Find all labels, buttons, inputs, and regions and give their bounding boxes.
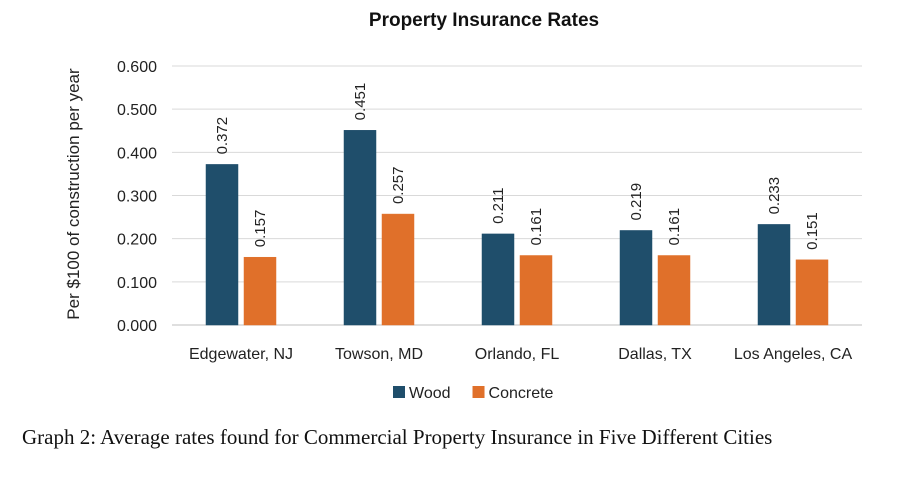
bar-wood bbox=[205, 164, 239, 326]
y-tick-label: 0.100 bbox=[117, 275, 157, 292]
figure-caption: Graph 2: Average rates found for Commerc… bbox=[22, 425, 773, 449]
bar-concrete bbox=[243, 256, 277, 326]
data-label: 0.151 bbox=[804, 212, 821, 250]
y-tick-label: 0.300 bbox=[117, 189, 157, 206]
bar-wood bbox=[619, 230, 653, 326]
legend: Wood Concrete bbox=[393, 385, 554, 402]
data-label: 0.233 bbox=[766, 177, 783, 215]
data-label: 0.211 bbox=[490, 187, 507, 223]
bar-wood bbox=[757, 224, 791, 326]
category-label: Los Angeles, CA bbox=[734, 346, 853, 363]
category-label: Orlando, FL bbox=[475, 346, 560, 363]
legend-swatch-wood bbox=[393, 386, 405, 398]
y-tick-label: 0.500 bbox=[117, 102, 157, 119]
y-tick-label: 0.200 bbox=[117, 232, 157, 249]
chart: Property Insurance Rates Per $100 of con… bbox=[64, 10, 862, 402]
bar-concrete bbox=[381, 213, 415, 326]
category-label: Towson, MD bbox=[335, 346, 423, 363]
data-label: 0.372 bbox=[214, 117, 231, 155]
data-label: 0.161 bbox=[666, 208, 683, 246]
y-tick-label: 0.600 bbox=[117, 59, 157, 76]
category-label: Dallas, TX bbox=[618, 346, 692, 363]
chart-title: Property Insurance Rates bbox=[369, 10, 599, 31]
gridlines bbox=[172, 65, 862, 326]
y-axis-title: Per $100 of construction per year bbox=[64, 68, 83, 320]
bar-wood bbox=[481, 233, 515, 326]
bar-concrete bbox=[657, 255, 691, 326]
data-label: 0.257 bbox=[390, 167, 407, 205]
bar-concrete bbox=[795, 259, 829, 326]
bars bbox=[205, 130, 829, 326]
y-tick-labels: 0.000 0.100 0.200 0.300 0.400 0.500 0.600 bbox=[117, 59, 157, 335]
data-label: 0.157 bbox=[252, 210, 269, 248]
y-tick-label: 0.400 bbox=[117, 145, 157, 162]
legend-swatch-concrete bbox=[472, 386, 485, 398]
category-label: Edgewater, NJ bbox=[189, 346, 293, 363]
category-labels: Edgewater, NJ Towson, MD Orlando, FL Dallas… bbox=[189, 346, 853, 363]
data-label: 0.451 bbox=[352, 83, 369, 121]
y-tick-label: 0.000 bbox=[117, 318, 157, 335]
data-label: 0.161 bbox=[528, 208, 545, 246]
legend-label-concrete: Concrete bbox=[489, 385, 554, 402]
bar-wood bbox=[343, 130, 377, 326]
data-label: 0.219 bbox=[628, 183, 645, 221]
bar-concrete bbox=[519, 255, 553, 326]
legend-label-wood: Wood bbox=[409, 385, 451, 402]
data-labels: 0.372 0.157 0.451 0.257 0.211 0.161 0.219 0.161… bbox=[214, 83, 821, 250]
